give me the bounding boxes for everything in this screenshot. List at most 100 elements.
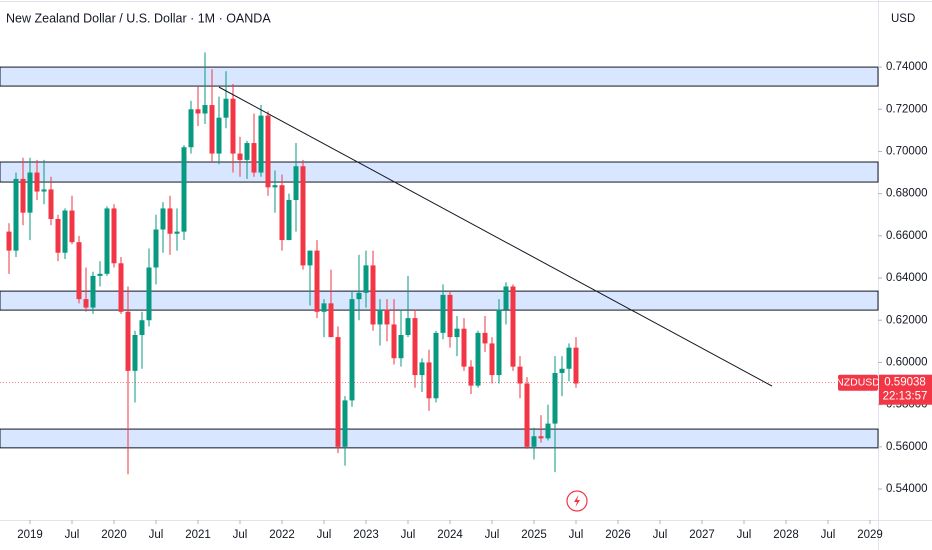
candle-body <box>139 320 145 335</box>
zone <box>0 428 879 449</box>
x-tick-label: 2020 <box>101 529 127 541</box>
candle-body <box>517 366 523 384</box>
candle-body <box>146 267 152 321</box>
candle-body <box>503 286 509 310</box>
candle-body <box>293 166 299 200</box>
candle-body <box>419 362 425 376</box>
x-tick-label: Jul <box>821 529 836 541</box>
candle-body <box>321 303 327 312</box>
x-tick-label: 2029 <box>857 529 883 541</box>
candle-body <box>468 366 474 386</box>
candle-body <box>559 368 565 373</box>
candle-body <box>118 263 124 312</box>
y-tick-label: 0.66000 <box>886 230 928 242</box>
x-tick-label: Jul <box>737 529 752 541</box>
candle-body <box>125 311 131 371</box>
candle-body <box>342 400 348 447</box>
candle-body <box>447 294 453 338</box>
y-tick-label: 0.74000 <box>886 61 928 73</box>
candle-body <box>510 286 516 367</box>
candle-body <box>482 332 488 344</box>
candle-body <box>328 303 334 338</box>
candle-body <box>97 273 103 276</box>
x-tick-label: Jul <box>485 529 500 541</box>
event-icon[interactable] <box>566 490 588 512</box>
candle-body <box>363 265 369 293</box>
x-tick-label: 2021 <box>185 529 211 541</box>
candle-body <box>398 334 404 359</box>
y-tick-label: 0.62000 <box>886 314 928 326</box>
x-tick-label: Jul <box>653 529 668 541</box>
candle-body <box>132 334 138 371</box>
candle-body <box>307 250 313 266</box>
y-tick-label: 0.68000 <box>886 188 928 200</box>
candle-body <box>349 299 355 401</box>
x-tick-label: Jul <box>149 529 164 541</box>
candle-body <box>90 275 96 308</box>
candle-body <box>279 185 285 241</box>
candle-body <box>300 166 306 266</box>
candle-body <box>6 231 12 251</box>
candle-body <box>454 328 460 338</box>
candle-body <box>55 218 61 253</box>
candle-body <box>76 242 82 300</box>
candle-body <box>104 208 110 274</box>
countdown-label: 22:13:57 <box>883 391 928 403</box>
symbol-label: NZDUSD <box>836 376 880 388</box>
y-tick-label: 0.60000 <box>886 356 928 368</box>
candle-body <box>237 153 243 160</box>
last-price-box <box>879 374 932 405</box>
candle-body <box>195 109 201 114</box>
event-bolt <box>574 495 580 507</box>
x-tick-label: 2028 <box>773 529 799 541</box>
candle-body <box>230 98 236 154</box>
candle-body <box>244 143 250 160</box>
candle-body <box>475 332 481 386</box>
candle-body <box>272 185 278 188</box>
candle-body <box>377 309 383 325</box>
candle-body <box>251 143 257 173</box>
candle-body <box>566 347 572 369</box>
candle-body <box>440 294 446 333</box>
candle-body <box>384 309 390 325</box>
candle-body <box>412 318 418 376</box>
candle-body <box>209 105 215 154</box>
candle-body <box>335 337 341 447</box>
candle-body <box>461 328 467 367</box>
candle-body <box>167 208 173 234</box>
last-price-label: 0.59038 <box>884 377 926 389</box>
candle-body <box>356 292 362 300</box>
x-tick-label: Jul <box>65 529 80 541</box>
zone <box>0 66 879 87</box>
x-tick-label: 2023 <box>353 529 379 541</box>
candle-body <box>188 109 194 148</box>
candle-body <box>202 105 208 114</box>
x-tick-label: 2027 <box>689 529 715 541</box>
y-tick-label: 0.54000 <box>886 483 928 495</box>
zone <box>0 290 879 311</box>
candle-body <box>405 318 411 335</box>
y-tick-label: 0.72000 <box>886 103 928 115</box>
candle-body <box>258 115 264 173</box>
candle-body <box>391 324 397 359</box>
candle-body <box>496 309 502 376</box>
candle-body <box>538 436 544 439</box>
zone <box>0 161 879 183</box>
x-tick-label: 2022 <box>269 529 295 541</box>
candle-body <box>573 347 579 384</box>
candle-body <box>531 436 537 447</box>
candle-body <box>181 147 187 232</box>
x-tick-label: 2025 <box>521 529 547 541</box>
candle-body <box>160 208 166 230</box>
trendline <box>218 86 773 387</box>
candle-body <box>370 265 376 325</box>
candle-body <box>13 178 19 251</box>
candle-body <box>216 117 222 154</box>
candle-body <box>314 250 320 312</box>
candle-body <box>83 299 89 308</box>
y-tick-label: 0.56000 <box>886 441 928 453</box>
candle-body <box>286 199 292 241</box>
x-tick-label: Jul <box>569 529 584 541</box>
y-tick-label: 0.64000 <box>886 272 928 284</box>
